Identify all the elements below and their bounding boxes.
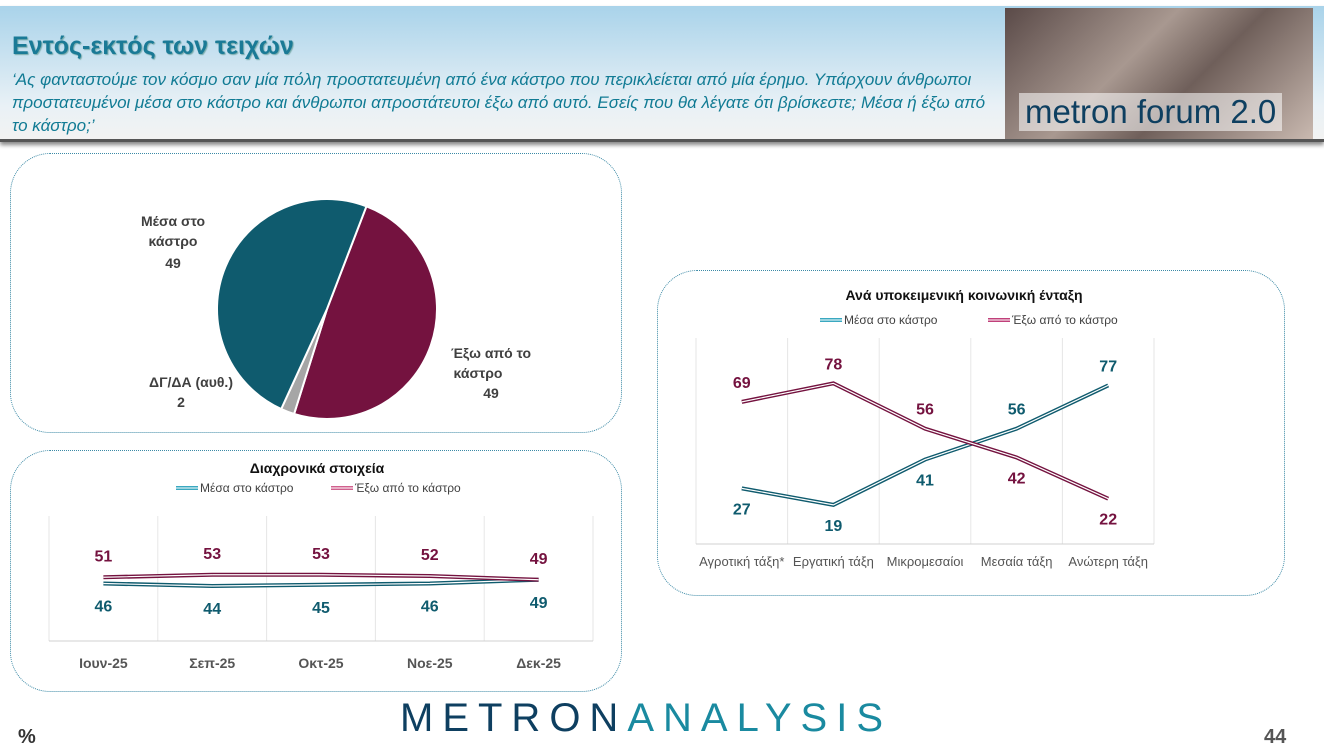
trend-line-chart: Διαχρονικά στοιχεία Μέσα στο κάστρο 46 44 45… (48, 460, 594, 671)
data-label: 19 (825, 518, 843, 535)
pie-panel: Έξω από το κάστρο 49 ΔΓ/ΔΑ (αυθ.) 2 Μέσα στο κ… (10, 153, 622, 433)
data-label: 42 (1008, 470, 1026, 487)
chart-title: Ανά υποκειμενική κοινωνική ένταξη (845, 287, 1082, 303)
data-label: 77 (1099, 358, 1117, 375)
pie-slice-label: ΔΓ/ΔΑ (αυθ.) (149, 374, 233, 390)
page-title: Εντός-εκτός των τειχών (12, 32, 294, 60)
data-label: 49 (530, 551, 548, 568)
pie-slice-label: Έξω από το (451, 345, 531, 361)
forum-logo: metron forum 2.0 (1005, 8, 1313, 139)
class-panel: Ανά υποκειμενική κοινωνική ένταξη Μέσα στ… (657, 270, 1285, 596)
x-tick-label: Αγροτική τάξη* (699, 554, 784, 569)
data-label: 56 (916, 402, 934, 419)
chart-title: Διαχρονικά στοιχεία (250, 460, 385, 476)
header-band: Εντός-εκτός των τειχών ‘Ας φανταστούμε τ… (0, 6, 1324, 142)
legend-label: Μέσα στο κάστρο (200, 481, 294, 495)
data-label: 45 (312, 600, 330, 617)
pie-slice (292, 205, 438, 420)
brand-logo: METRONANALYSIS (400, 696, 892, 741)
pie-slice-label: Μέσα στο (141, 213, 205, 229)
x-tick-label: Εργατική τάξη (793, 554, 874, 569)
trend-panel: Διαχρονικά στοιχεία Μέσα στο κάστρο 46 44 45… (10, 450, 622, 692)
x-tick-label: Δεκ-25 (516, 655, 561, 671)
data-label: 78 (825, 356, 843, 373)
legend-label: Μέσα στο κάστρο (844, 313, 938, 327)
data-label: 27 (733, 501, 751, 518)
data-label: 69 (733, 375, 751, 392)
x-tick-label: Ιουν-25 (79, 655, 128, 671)
pie-value-label: 49 (165, 255, 181, 271)
data-label: 46 (95, 599, 113, 616)
data-label: 44 (203, 601, 221, 618)
pie-slice-label: κάστρο (149, 233, 198, 249)
page-number: 44 (1264, 726, 1287, 748)
survey-question: ‘Ας φανταστούμε τον κόσμο σαν μία πόλη π… (12, 70, 986, 135)
logo-text: metron forum 2.0 (1019, 93, 1283, 131)
brand-part: METRON (400, 696, 628, 740)
data-label: 49 (530, 595, 548, 612)
data-label: 51 (95, 548, 113, 565)
data-label: 52 (421, 547, 439, 564)
data-label: 22 (1099, 512, 1117, 529)
pie-value-label: 49 (483, 385, 499, 401)
x-tick-label: Ανώτερη τάξη (1068, 554, 1148, 569)
data-label: 53 (203, 546, 221, 563)
x-tick-label: Μικρομεσαίοι (887, 554, 964, 569)
x-tick-label: Σεπ-25 (189, 655, 235, 671)
brand-part: ANALYSIS (627, 696, 893, 740)
pie-value-label: 2 (177, 394, 185, 410)
data-label: 41 (916, 473, 934, 490)
pie-slice-label: κάστρο (454, 365, 503, 381)
legend-label: Έξω από το κάστρο (354, 481, 461, 495)
x-tick-label: Νοε-25 (407, 655, 453, 671)
x-tick-label: Μεσαία τάξη (981, 554, 1053, 569)
data-label: 53 (312, 546, 330, 563)
pie-chart: Έξω από το κάστρο 49 ΔΓ/ΔΑ (αυθ.) 2 Μέσα στο κ… (141, 198, 531, 420)
class-line-chart: Ανά υποκειμενική κοινωνική ένταξη Μέσα στ… (695, 287, 1155, 569)
pie-slice (216, 198, 368, 411)
x-tick-label: Οκτ-25 (298, 655, 343, 671)
data-label: 56 (1008, 402, 1026, 419)
data-label: 46 (421, 599, 439, 616)
legend-label: Έξω από το κάστρο (1011, 313, 1118, 327)
unit-label: % (18, 726, 36, 748)
